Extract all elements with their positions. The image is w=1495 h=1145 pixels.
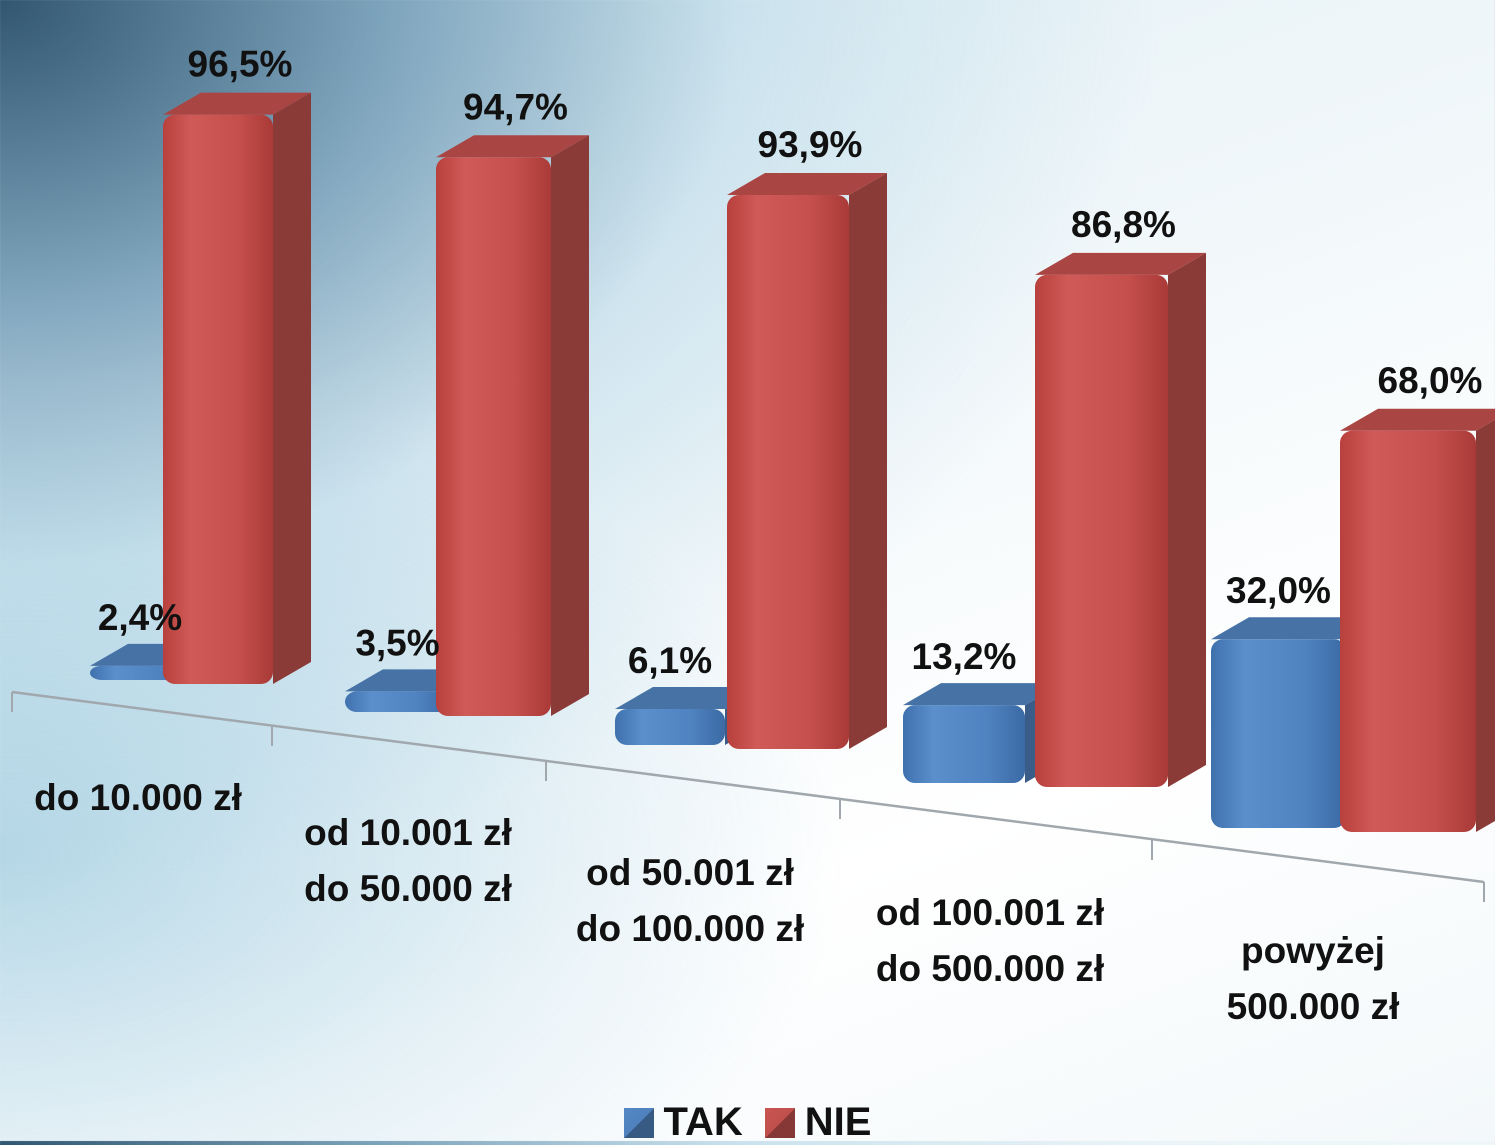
legend-item-nie: NIE — [764, 1100, 872, 1145]
data-label-tak-0: 2,4% — [98, 597, 182, 638]
legend-swatch-tak — [623, 1107, 654, 1138]
bar-nie-4-top — [1340, 408, 1495, 431]
bar-tak-2-front — [615, 709, 725, 745]
bar-nie-1 — [436, 135, 589, 716]
category-label-2-1: do 100.000 zł — [576, 908, 804, 949]
category-label-1-0: od 10.001 zł — [304, 812, 512, 853]
category-label-3-1: do 500.000 zł — [876, 948, 1104, 989]
bar-nie-4 — [1340, 408, 1495, 832]
legend-label-tak: TAK — [663, 1100, 743, 1144]
bar-nie-1-side — [551, 135, 589, 716]
category-label-2-0: od 50.001 zł — [586, 852, 794, 893]
data-label-nie-3: 86,8% — [1071, 204, 1176, 245]
bar-tak-3-front — [903, 705, 1025, 783]
bar-tak-4-front — [1211, 639, 1346, 828]
bar-nie-0-side — [273, 92, 311, 684]
data-label-tak-1: 3,5% — [355, 622, 439, 663]
bar-nie-2-top — [727, 172, 887, 195]
bar-nie-2 — [727, 172, 887, 750]
bar-tak-3-top — [903, 683, 1063, 706]
legend: TAK NIE — [0, 1100, 1495, 1145]
bar-tak-1-front — [345, 691, 450, 712]
bar-nie-1-top — [436, 135, 589, 158]
bar-nie-4-side — [1476, 419, 1495, 832]
legend-swatch-nie — [764, 1107, 795, 1138]
bar-nie-4-front — [1340, 430, 1476, 832]
bar-nie-0-front — [163, 114, 273, 684]
bar-nie-0 — [163, 92, 311, 684]
bar-nie-2-side — [849, 172, 887, 750]
bar-nie-1-front — [436, 157, 551, 716]
data-label-tak-4: 32,0% — [1226, 570, 1331, 611]
category-label-3-0: od 100.001 zł — [876, 892, 1104, 933]
bar-nie-3-top — [1035, 252, 1206, 275]
category-label-4-0: powyżej — [1241, 930, 1385, 971]
data-label-nie-1: 94,7% — [463, 86, 568, 127]
data-label-nie-4: 68,0% — [1378, 360, 1483, 401]
data-label-nie-2: 93,9% — [758, 124, 863, 165]
category-label-4-1: 500.000 zł — [1227, 986, 1400, 1027]
data-label-nie-0: 96,5% — [188, 44, 293, 85]
bar-nie-3 — [1035, 252, 1206, 787]
bar-tak-2-top — [615, 687, 763, 710]
category-label-1-1: do 50.000 zł — [304, 868, 512, 909]
data-label-tak-2: 6,1% — [628, 640, 712, 681]
bar-nie-2-front — [727, 194, 849, 750]
legend-item-tak: TAK — [623, 1100, 743, 1145]
category-labels: do 10.000 zł od 10.001 zł do 50.000 zł od 5… — [34, 777, 1399, 1027]
x-axis-line — [11, 690, 1485, 884]
bar-nie-0-top — [163, 92, 311, 115]
legend-label-nie: NIE — [804, 1100, 872, 1144]
data-label-tak-3: 13,2% — [912, 636, 1017, 677]
category-label-0-0: do 10.000 zł — [34, 777, 242, 818]
data-labels: 2,4% 96,5% 3,5% 94,7% 6,1% 93,9% 13,2% 86,8% 32,… — [98, 44, 1483, 681]
bar-nie-3-side — [1168, 252, 1206, 787]
bars — [90, 92, 1495, 832]
category-axis — [11, 690, 1485, 902]
bar-nie-3-front — [1035, 274, 1168, 787]
